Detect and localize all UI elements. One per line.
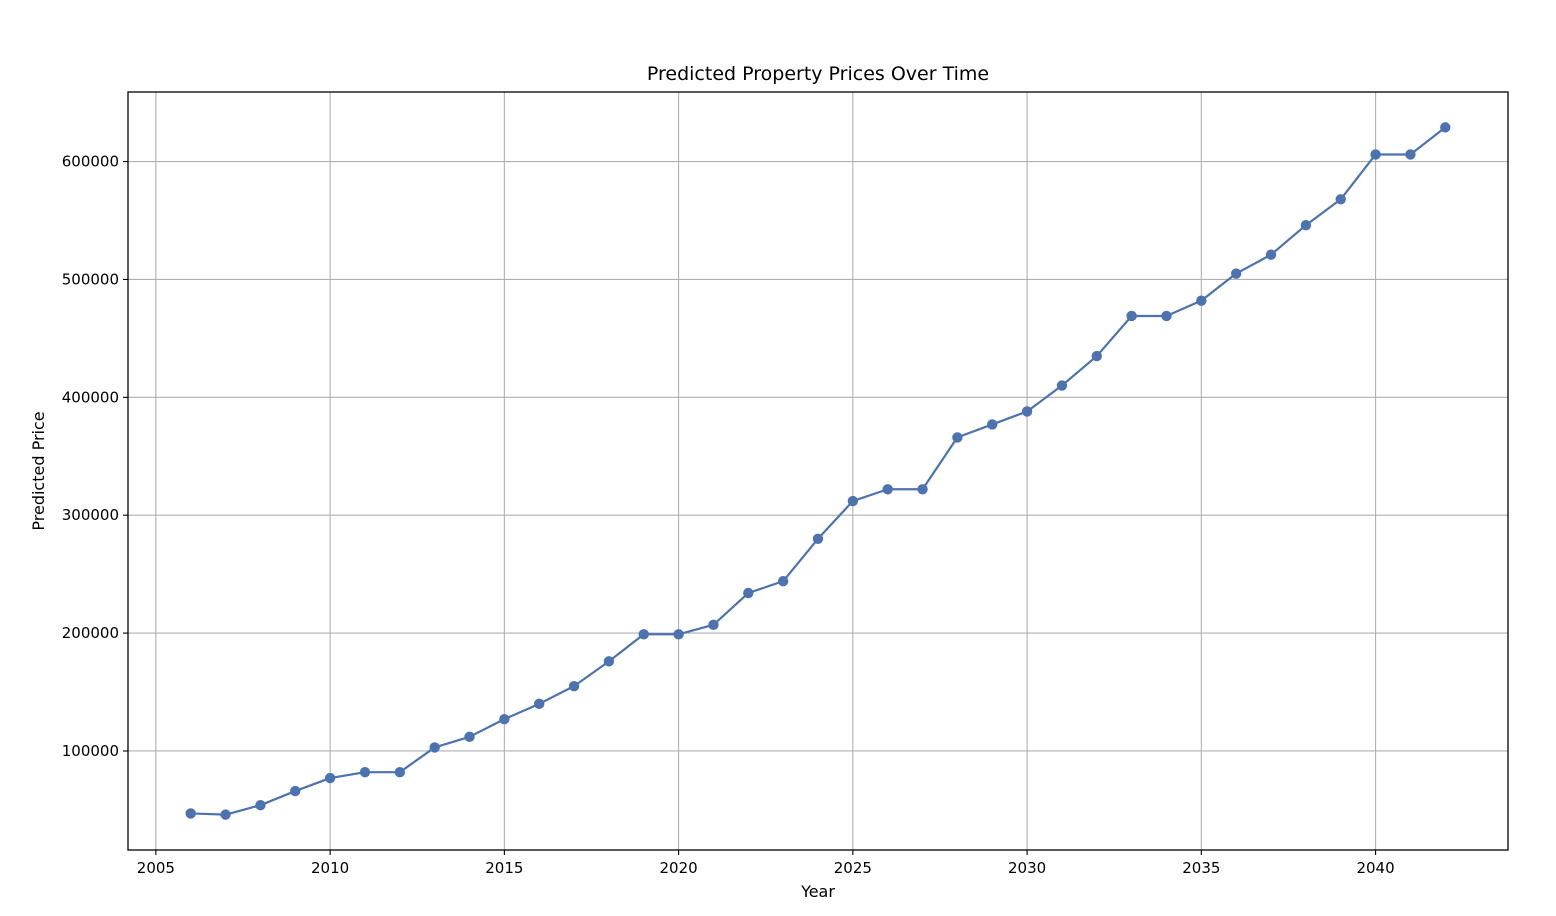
data-point (499, 713, 510, 725)
data-point (220, 809, 231, 820)
plot-frame (127, 91, 1509, 851)
y-tick-label: 100000 (62, 742, 119, 760)
data-point (1196, 295, 1207, 306)
data-point (777, 576, 789, 587)
x-axis-label: Year (800, 882, 835, 901)
y-tick-label: 200000 (62, 624, 119, 642)
data-point (1230, 268, 1242, 279)
data-point (464, 731, 475, 743)
data-point (534, 698, 545, 710)
data-point (1440, 122, 1451, 133)
data-point (743, 587, 754, 599)
data-point (1161, 310, 1172, 322)
x-tick-label: 2035 (1182, 859, 1220, 877)
y-tick-label: 400000 (62, 388, 119, 406)
data-point (1405, 149, 1416, 160)
x-tick-label: 2010 (311, 859, 349, 877)
data-point (255, 800, 266, 811)
data-point (568, 680, 580, 692)
data-point (1265, 249, 1277, 260)
data-point (1056, 380, 1068, 391)
data-point (812, 533, 824, 544)
x-tick-label: 2020 (660, 859, 698, 877)
x-tick-label: 2040 (1356, 859, 1394, 877)
data-point (1300, 220, 1312, 231)
data-point (603, 656, 615, 667)
series-group (185, 122, 1451, 820)
y-tick-label: 300000 (62, 506, 119, 524)
data-point (429, 742, 440, 753)
y-tick-label: 500000 (62, 270, 119, 288)
data-point (882, 484, 893, 495)
data-point (1091, 350, 1102, 362)
data-point (952, 432, 963, 443)
data-point (708, 619, 719, 631)
data-point (1126, 310, 1137, 322)
data-point (847, 495, 859, 507)
axis-ticks: 2005 2010 2015 2020 2025 2030 2035 2040 100000 20… (62, 153, 1395, 877)
chart-title: Predicted Property Prices Over Time (647, 63, 989, 85)
data-point (1335, 194, 1346, 205)
x-tick-label: 2030 (1008, 859, 1046, 877)
data-point (324, 772, 336, 784)
y-axis-label: Predicted Price (29, 411, 48, 530)
data-point (185, 808, 196, 819)
data-point (638, 629, 649, 640)
x-tick-label: 2005 (137, 859, 175, 877)
data-point (673, 629, 684, 640)
data-point (1021, 406, 1033, 417)
y-tick-label: 600000 (62, 153, 119, 171)
series-line (190, 126, 1446, 816)
grid-lines (128, 92, 1508, 850)
data-point (1370, 149, 1381, 160)
data-point (987, 419, 998, 430)
x-tick-label: 2015 (485, 859, 523, 877)
data-point (359, 766, 371, 778)
data-point (394, 766, 406, 778)
x-tick-label: 2025 (834, 859, 872, 877)
data-point (917, 484, 928, 495)
data-point (290, 785, 301, 797)
